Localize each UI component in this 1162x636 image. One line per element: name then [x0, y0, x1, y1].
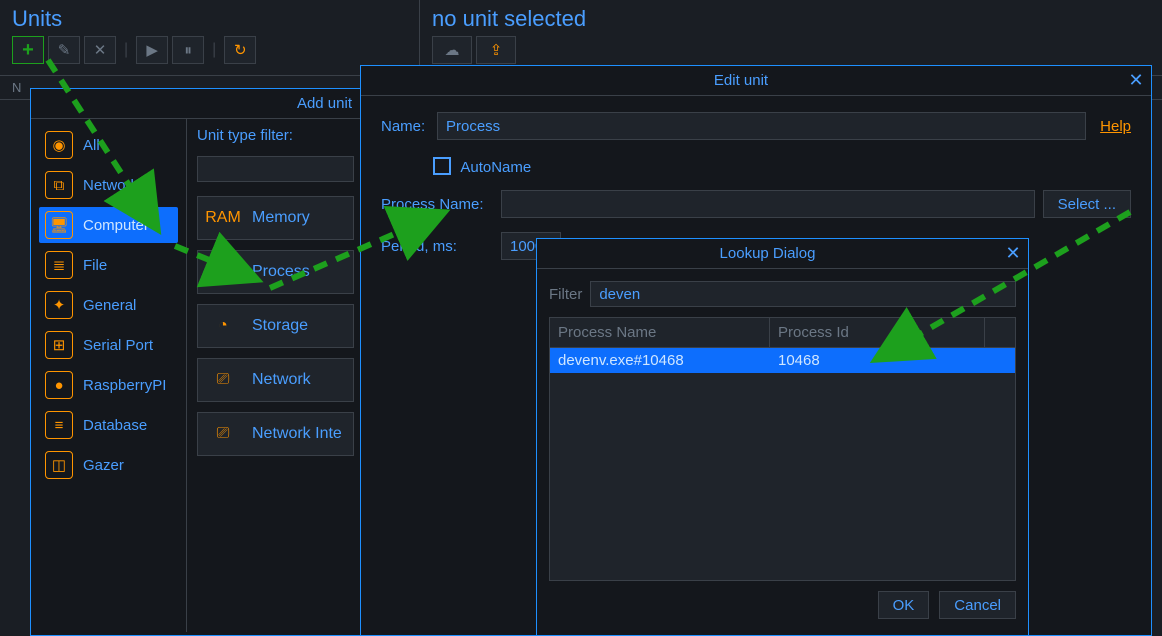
category-label: Gazer: [83, 457, 124, 474]
unit-type-filter-input[interactable]: [197, 156, 354, 182]
category-gazer[interactable]: ◫ Gazer: [39, 447, 178, 483]
add-unit-dialog: Add unit ◉ All ⧉ Network 🖥 Computer ≣ File ✦ Gene…: [30, 88, 365, 636]
unit-type-icon: RAM: [206, 203, 240, 233]
name-label: Name:: [381, 118, 429, 135]
units-toolbar: + ✎ ✕ | ▶ ⏸ | ↻: [0, 36, 419, 64]
autoname-row[interactable]: AutoName: [433, 154, 1131, 176]
category-icon: ●: [45, 371, 73, 399]
category-general[interactable]: ✦ General: [39, 287, 178, 323]
play-button[interactable]: ▶: [136, 36, 168, 64]
unit-type-icon: ▭: [206, 257, 240, 287]
category-icon: ◉: [45, 131, 73, 159]
category-icon: ✦: [45, 291, 73, 319]
filter-label: Filter: [549, 286, 582, 303]
category-all[interactable]: ◉ All: [39, 127, 178, 163]
category-label: Network: [83, 177, 138, 194]
cancel-button[interactable]: Cancel: [939, 591, 1016, 619]
unit-type-memory[interactable]: RAM Memory: [197, 196, 354, 240]
col-process-id[interactable]: Process Id: [770, 318, 985, 347]
category-raspberrypi[interactable]: ● RaspberryPI: [39, 367, 178, 403]
unit-type-label: Memory: [252, 209, 310, 227]
autoname-checkbox[interactable]: [433, 157, 451, 175]
category-icon: ⊞: [45, 331, 73, 359]
unit-type-process[interactable]: ▭ Process: [197, 250, 354, 294]
units-title: Units: [0, 0, 419, 36]
category-icon: ≣: [45, 251, 73, 279]
unit-type-label: Process: [252, 263, 310, 281]
unit-type-pane: Unit type filter: RAM Memory ▭ Process ◔ Stor…: [187, 119, 364, 632]
cell-process-name: devenv.exe#10468: [550, 348, 770, 373]
category-label: Computer: [83, 217, 149, 234]
period-label: Period, ms:: [381, 238, 493, 255]
toolbar-separator: |: [120, 41, 132, 59]
unit-type-icon: ⎚: [206, 419, 240, 449]
unit-type-icon: ◔: [206, 311, 240, 341]
detail-toolbar: ☁ ⇪: [420, 36, 1162, 64]
category-icon: ≡: [45, 411, 73, 439]
name-input[interactable]: [437, 112, 1086, 140]
cloud-button[interactable]: ☁: [432, 36, 472, 64]
category-list: ◉ All ⧉ Network 🖥 Computer ≣ File ✦ General ⊞ Seria…: [31, 119, 187, 632]
category-label: All: [83, 137, 100, 154]
unit-type-icon: ⎚: [206, 365, 240, 395]
add-unit-title: Add unit: [31, 89, 364, 119]
process-name-input[interactable]: [501, 190, 1035, 218]
unit-type-filter-label: Unit type filter:: [197, 127, 354, 144]
category-label: RaspberryPI: [83, 377, 166, 394]
add-unit-button[interactable]: +: [12, 36, 44, 64]
process-name-label: Process Name:: [381, 196, 493, 213]
close-icon[interactable]: ✕: [998, 243, 1028, 264]
category-icon: 🖥: [45, 211, 73, 239]
unit-type-label: Network Inte: [252, 425, 342, 443]
category-label: File: [83, 257, 107, 274]
col-process-name[interactable]: Process Name: [550, 318, 770, 347]
refresh-button[interactable]: ↻: [224, 36, 256, 64]
category-icon: ⧉: [45, 171, 73, 199]
unit-type-network[interactable]: ⎚ Network: [197, 358, 354, 402]
category-icon: ◫: [45, 451, 73, 479]
units-panel-header: Units + ✎ ✕ | ▶ ⏸ | ↻: [0, 0, 420, 76]
category-file[interactable]: ≣ File: [39, 247, 178, 283]
unit-type-network-inte[interactable]: ⎚ Network Inte: [197, 412, 354, 456]
unit-type-label: Storage: [252, 317, 308, 335]
no-unit-selected-title: no unit selected: [420, 0, 1162, 36]
category-label: Database: [83, 417, 147, 434]
category-serial-port[interactable]: ⊞ Serial Port: [39, 327, 178, 363]
unit-type-label: Network: [252, 371, 311, 389]
ok-button[interactable]: OK: [878, 591, 930, 619]
autoname-label: AutoName: [460, 159, 531, 176]
export-button[interactable]: ⇪: [476, 36, 516, 64]
category-database[interactable]: ≡ Database: [39, 407, 178, 443]
category-label: Serial Port: [83, 337, 153, 354]
lookup-title: Lookup Dialog: [537, 239, 998, 268]
toolbar-separator: |: [208, 41, 220, 59]
filter-input[interactable]: [590, 281, 1016, 307]
process-table: Process Name Process Id devenv.exe#10468…: [549, 317, 1016, 581]
select-process-button[interactable]: Select ...: [1043, 190, 1131, 218]
category-network[interactable]: ⧉ Network: [39, 167, 178, 203]
lookup-dialog: Lookup Dialog ✕ Filter Process Name Proc…: [536, 238, 1029, 636]
category-computer[interactable]: 🖥 Computer: [39, 207, 178, 243]
unit-type-storage[interactable]: ◔ Storage: [197, 304, 354, 348]
delete-unit-button[interactable]: ✕: [84, 36, 116, 64]
table-row[interactable]: devenv.exe#1046810468: [550, 348, 1015, 373]
col-spacer: [985, 318, 1015, 347]
pause-button[interactable]: ⏸: [172, 36, 204, 64]
edit-unit-title: Edit unit: [361, 66, 1121, 95]
edit-unit-button[interactable]: ✎: [48, 36, 80, 64]
close-icon[interactable]: ✕: [1121, 70, 1151, 91]
help-link[interactable]: Help: [1100, 118, 1131, 135]
cell-process-id: 10468: [770, 348, 1015, 373]
category-label: General: [83, 297, 136, 314]
